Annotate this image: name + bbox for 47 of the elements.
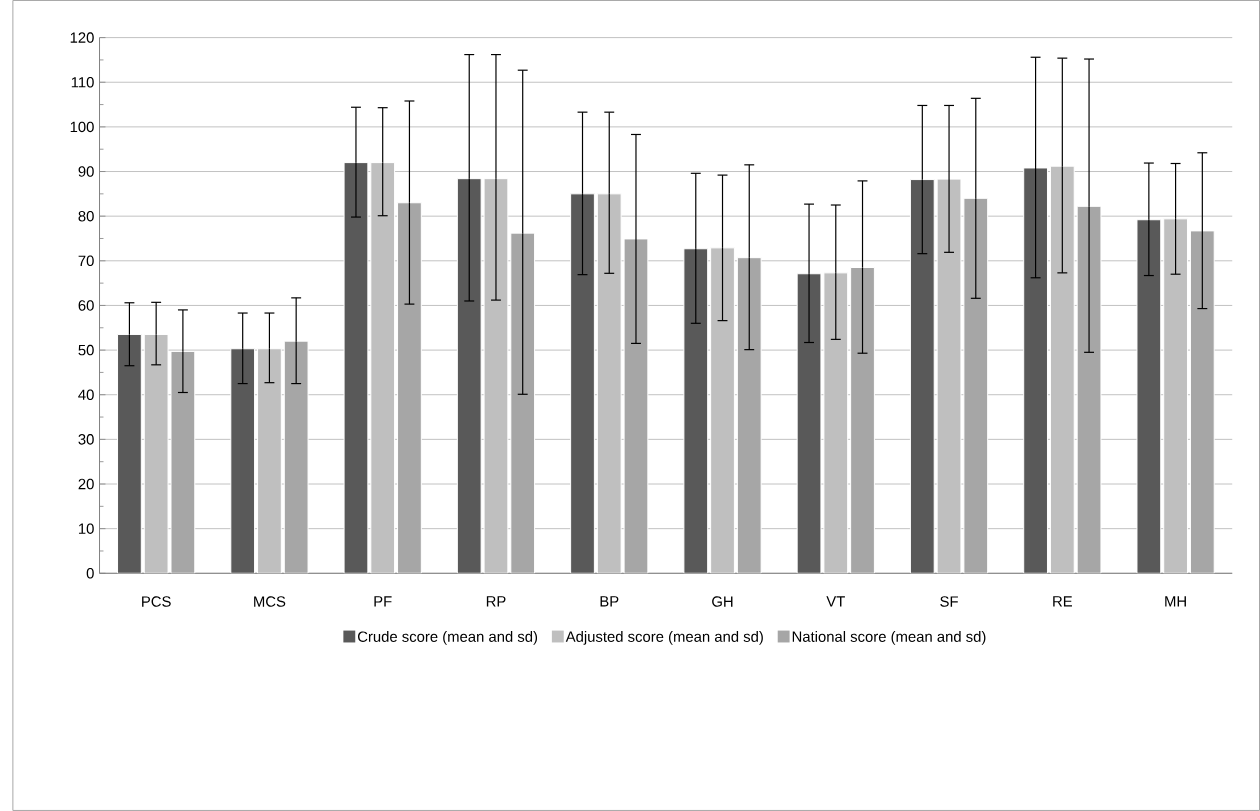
bar [257,348,282,574]
y-tick-label: 20 [78,478,94,490]
bar [1136,219,1162,574]
legend-label: National score (mean and sd) [792,631,986,645]
bar [456,178,482,574]
y-tick-label: 50 [78,344,94,356]
x-tick-label: MCS [254,596,286,607]
x-tick-label: RP [486,596,506,607]
bar [710,247,735,574]
bar [936,178,962,574]
y-tick-label: 120 [70,32,94,43]
bar [570,193,595,574]
bar [623,238,649,574]
bar [683,248,709,574]
y-tick-label: 100 [70,121,94,133]
y-tick-label: 90 [78,166,94,177]
x-tick-label: PCS [142,596,171,607]
x-tick-label: GH [712,596,733,607]
bar [1049,165,1075,574]
y-tick-label: 110 [71,77,94,88]
bar [909,179,935,574]
bar [823,272,849,574]
bar [117,334,142,574]
y-tick-label: 0 [86,568,94,579]
bar [483,178,509,574]
y-tick-label: 60 [78,300,94,311]
bar [1023,167,1048,574]
x-tick-label: RE [1053,596,1072,607]
y-tick-label: 40 [78,389,94,401]
bar [143,334,169,574]
x-tick-label: BP [600,596,619,607]
bar [796,273,822,574]
x-tick-label: PF [374,596,392,607]
bar [370,162,396,574]
bar [596,193,622,574]
legend-label: Adjusted score (mean and sd) [565,631,763,645]
x-tick-label: VT [826,596,845,607]
y-tick-label: 10 [78,523,94,534]
bar [343,162,369,574]
y-tick-label: 80 [78,210,94,222]
legend-label: Crude score (mean and sd) [357,631,538,645]
y-tick-label: 70 [78,255,94,267]
x-tick-label: MH [1165,596,1186,607]
bar [230,348,256,574]
y-tick-label: 30 [78,434,94,445]
x-tick-label: SF [940,596,958,607]
bar [1163,218,1188,574]
